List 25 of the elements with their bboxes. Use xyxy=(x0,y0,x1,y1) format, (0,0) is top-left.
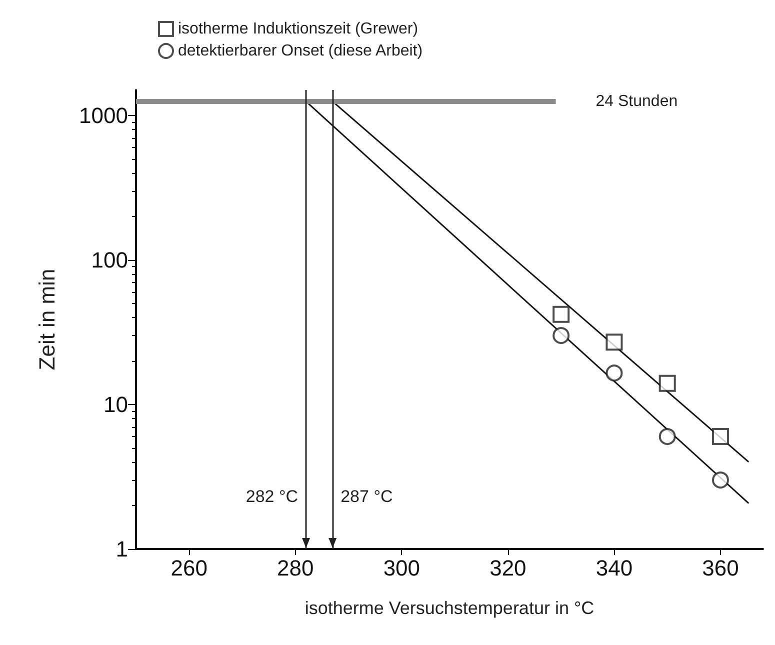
x-tick-label: 300 xyxy=(383,556,420,580)
legend-label: isotherme Induktionszeit (Grewer) xyxy=(178,20,418,38)
x-axis-title: isotherme Versuchstemperatur in °C xyxy=(304,598,594,618)
point xyxy=(606,364,623,382)
text: 24 Stunden xyxy=(596,92,678,110)
y-axis-title: Zeit in min xyxy=(34,268,60,370)
y-tick-label: 10 xyxy=(104,392,128,417)
y-tick-label: 100 xyxy=(91,247,128,272)
point xyxy=(658,428,676,446)
point xyxy=(712,428,729,446)
point xyxy=(712,472,729,489)
y-tick-label: 1 xyxy=(116,536,128,562)
annotation: 287 °C xyxy=(340,487,393,506)
x-tick-label: 340 xyxy=(596,556,633,580)
point xyxy=(552,306,570,323)
point xyxy=(606,334,623,351)
x-tick-label: 280 xyxy=(277,556,314,580)
legend-label: detektierbarer Onset (diese Arbeit) xyxy=(178,42,423,60)
y-tick-label: 1000 xyxy=(79,102,128,128)
annotation: 282 °C xyxy=(246,487,298,506)
point xyxy=(658,374,676,392)
point xyxy=(552,327,570,344)
x-tick-label: 260 xyxy=(170,556,208,580)
x-tick-label: 320 xyxy=(490,556,526,580)
x-tick-label: 360 xyxy=(702,556,739,580)
